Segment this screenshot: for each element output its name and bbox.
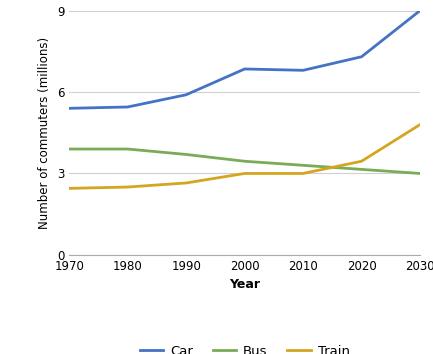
Legend: Car, Bus, Train: Car, Bus, Train (134, 339, 355, 354)
X-axis label: Year: Year (229, 278, 260, 291)
Y-axis label: Number of commuters (millions): Number of commuters (millions) (39, 37, 52, 229)
